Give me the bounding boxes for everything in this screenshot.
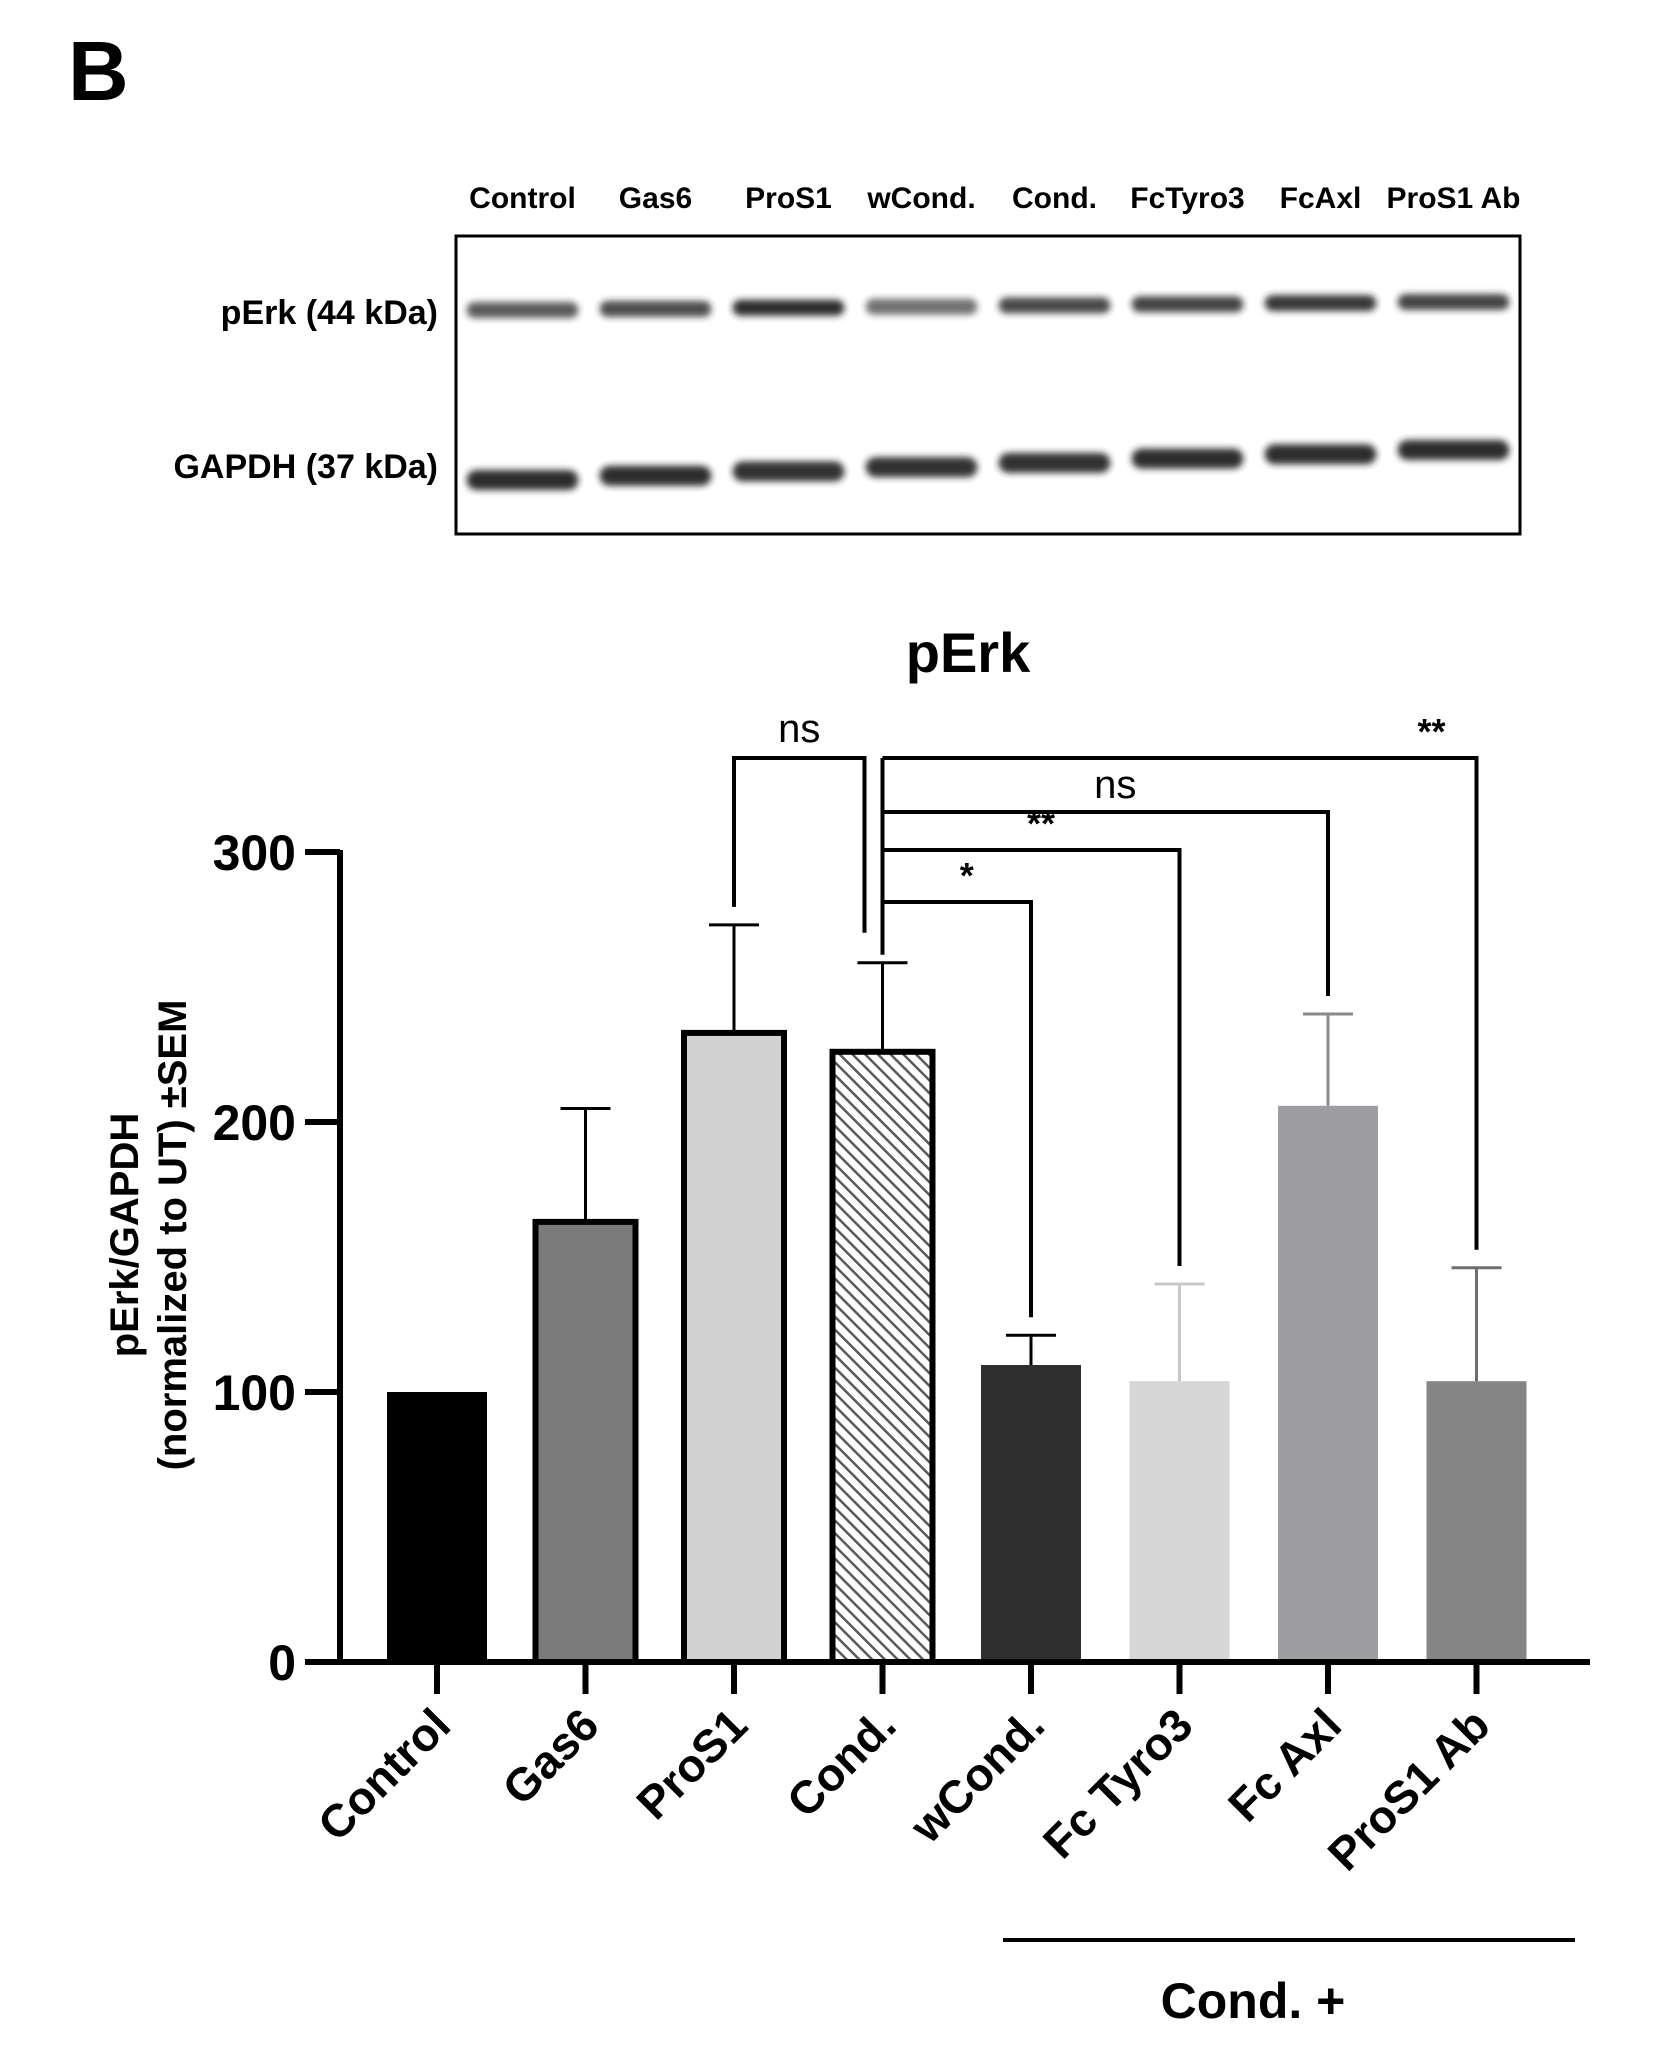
y-tick-label-300: 300	[213, 825, 296, 881]
sig-bracket-cond-vs-wcond	[882, 900, 1033, 1318]
x-tick-label-fc-axl: Fc Axl	[1218, 1698, 1351, 1831]
y-tick-label-100: 100	[213, 1365, 296, 1421]
bar-pros1	[681, 1029, 787, 1665]
blot-band-gapdh-37-kda-wcond	[865, 457, 978, 478]
blot-band-gapdh-37-kda-pros1	[732, 461, 845, 482]
blot-band-gapdh-37-kda-fctyro3	[1131, 448, 1244, 469]
sig-label-cond-vs-wcond: *	[960, 855, 974, 896]
blot-band-perk-44-kda-gas6	[599, 300, 712, 317]
blot-lane-label-fcaxl: FcAxl	[1280, 182, 1362, 215]
blot-lane-label-fctyro3: FcTyro3	[1130, 182, 1244, 215]
sig-label-pros1-vs-cond: ns	[778, 707, 820, 751]
bar-fc-tyro3	[1129, 1381, 1230, 1662]
blot-lane-label-gas6: Gas6	[619, 182, 692, 215]
blot-band-gapdh-37-kda-pros1-ab	[1397, 440, 1510, 460]
blot-band-gapdh-37-kda-control	[466, 470, 579, 490]
y-tick-label-0: 0	[268, 1635, 296, 1691]
blot-lane-label-control: Control	[469, 182, 576, 215]
blot-band-perk-44-kda-pros1	[732, 299, 845, 316]
blot-bands	[466, 294, 1510, 490]
sig-label-cond-vs-fc-axl: ns	[1094, 763, 1136, 807]
blot-lane-label-wcond: wCond.	[866, 182, 975, 215]
blot-lane-label-pros1: ProS1	[745, 182, 832, 215]
blot-band-perk-44-kda-control	[466, 302, 579, 318]
x-tick-label-gas6: Gas6	[492, 1698, 608, 1814]
panel-label: B	[68, 24, 129, 118]
blot-band-perk-44-kda-pros1-ab	[1397, 294, 1510, 310]
bar-chart: pErk pErk/GAPDH (normalized to UT) ±SEM …	[103, 621, 1590, 2029]
x-tick-label-wcond: wCond.	[899, 1698, 1054, 1853]
bar-fc-axl	[1278, 1105, 1378, 1662]
significance-brackets: ns***ns**	[732, 707, 1479, 1318]
blot-band-gapdh-37-kda-fcaxl	[1264, 444, 1377, 465]
error-bars	[560, 923, 1502, 1382]
blot-row-label-perk: pErk (44 kDa)	[221, 294, 438, 332]
y-axis-ticks: 0 100 200 300	[213, 825, 340, 1691]
y-axis-label-line1: pErk/GAPDH	[103, 1113, 147, 1358]
x-axis-ticks: Control Gas6 ProS1 Cond.wCond.Fc Tyro3 Fc Ax…	[308, 1662, 1500, 1880]
bar-wcond	[981, 1365, 1081, 1662]
bar-pros1-ab	[1426, 1381, 1527, 1662]
y-axis-label-line2: (normalized to UT) ±SEM	[151, 1000, 195, 1471]
blot-lane-label-cond: Cond.	[1012, 182, 1097, 215]
sig-bracket-cond-vs-fc-axl	[882, 810, 1330, 996]
blot-lane-label-pros1-ab: ProS1 Ab	[1387, 182, 1521, 215]
blot-band-perk-44-kda-fctyro3	[1131, 296, 1244, 313]
blot-band-perk-44-kda-wcond	[865, 298, 978, 315]
sig-label-cond-vs-pros1-ab: **	[1417, 711, 1445, 752]
blot-row-label-gapdh: GAPDH (37 kDa)	[173, 448, 438, 486]
blot-frame	[454, 234, 1522, 536]
bar-control	[387, 1392, 487, 1662]
blot-band-gapdh-37-kda-cond	[998, 452, 1111, 473]
group-label: Cond. +	[1161, 1973, 1346, 2029]
blot-lane-labels: Control Gas6 ProS1 wCond. Cond. FcTyro3 FcAxl P…	[469, 182, 1520, 215]
bar-gas6	[532, 1218, 639, 1666]
sig-bracket-cond-vs-fc-tyro3	[882, 848, 1182, 1266]
x-tick-label-cond: Cond.	[777, 1698, 906, 1827]
blot-band-perk-44-kda-fcaxl	[1264, 295, 1377, 312]
western-blot: Control Gas6 ProS1 wCond. Cond. FcTyro3 FcAxl P…	[173, 182, 1522, 536]
sig-label-cond-vs-fc-tyro3: **	[1027, 803, 1055, 844]
x-tick-label-pros1-ab: ProS1 Ab	[1318, 1698, 1500, 1880]
sig-bracket-pros1-vs-cond	[732, 756, 867, 933]
chart-title: pErk	[906, 621, 1031, 684]
blot-band-gapdh-37-kda-gas6	[599, 465, 712, 486]
x-tick-label-fc-tyro3: Fc Tyro3	[1033, 1698, 1203, 1868]
bar-cond	[829, 1048, 936, 1666]
y-tick-label-200: 200	[213, 1095, 296, 1151]
x-tick-label-control: Control	[308, 1698, 460, 1850]
x-tick-label-pros1: ProS1	[626, 1698, 757, 1829]
sig-bracket-cond-vs-pros1-ab	[882, 756, 1479, 1250]
bars	[387, 1029, 1527, 1666]
blot-band-perk-44-kda-cond	[998, 297, 1111, 314]
